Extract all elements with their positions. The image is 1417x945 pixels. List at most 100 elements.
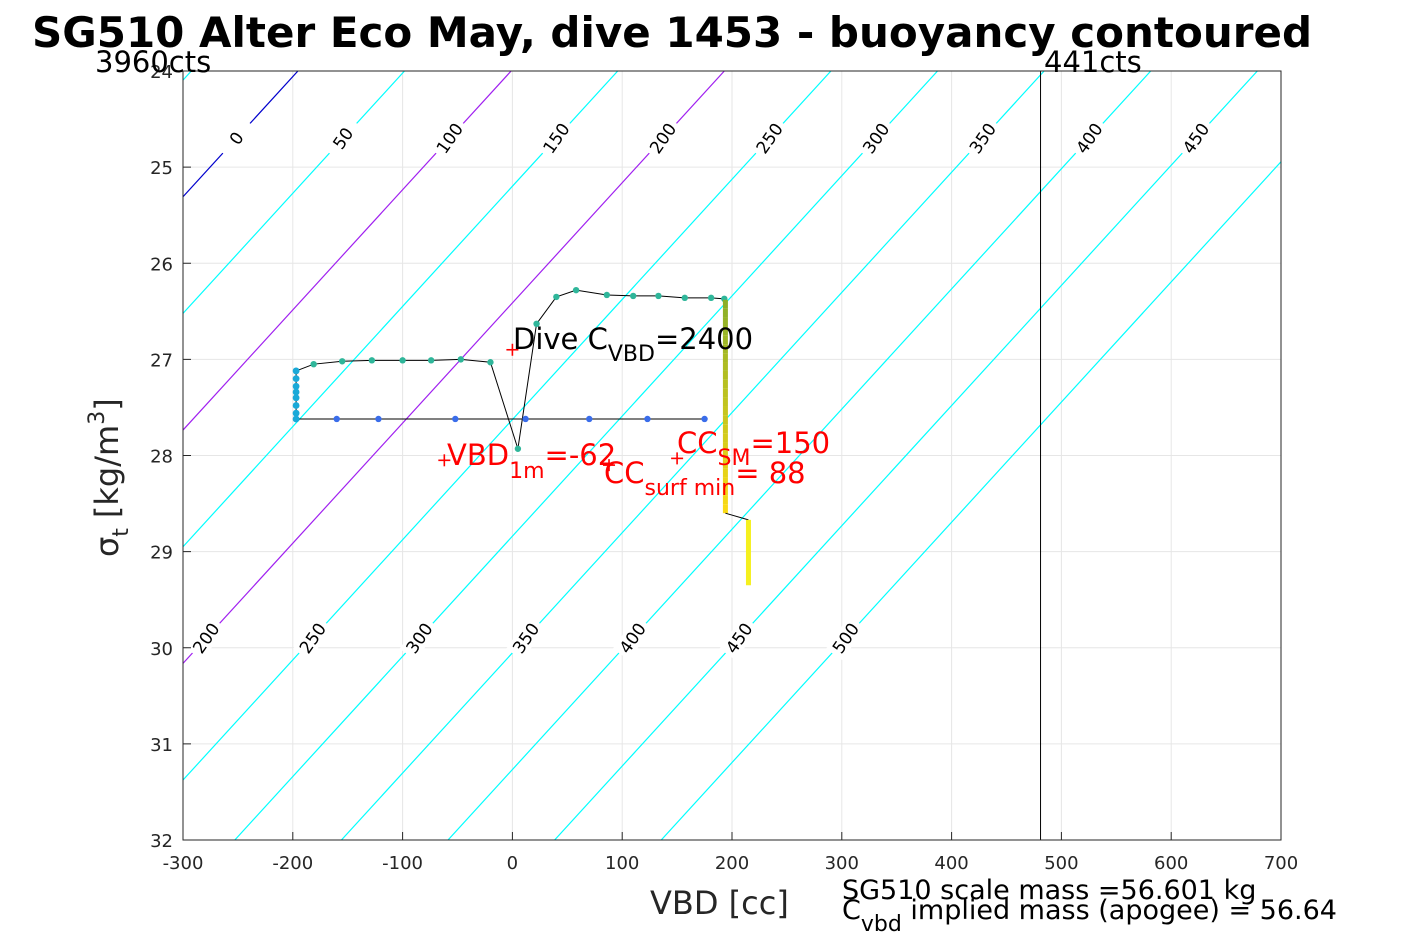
y-axis-label-main: σ — [88, 537, 126, 557]
ascent-point — [339, 358, 346, 365]
cluster-point — [292, 375, 300, 382]
x-tick-label: -300 — [163, 853, 204, 874]
trace-kink — [725, 512, 749, 521]
ascent-point — [655, 292, 662, 300]
contour-label-upper-bg — [1176, 116, 1216, 161]
implied-mass-post: implied mass (apogee) = 56.64 — [902, 895, 1337, 926]
contour-label-lower-bg — [399, 616, 439, 661]
ascent-point — [368, 357, 376, 364]
cc-surf-min-sub: surf min — [645, 476, 736, 501]
x-tick-label: 700 — [1264, 853, 1298, 874]
trace-path — [295, 289, 725, 449]
dive-cvbd-annotation: Dive CVBD=2400 — [513, 322, 753, 367]
ascent-point — [629, 292, 637, 300]
contour-label-upper-bg — [536, 116, 576, 161]
dive-cvbd-post: =2400 — [655, 322, 753, 356]
contour-line — [183, 71, 512, 431]
cc-surf-min-annotation: CCsurf min= 88 — [604, 456, 806, 501]
contour-label-lower-bg — [186, 616, 226, 661]
cc-surf-min-post: = 88 — [735, 456, 805, 490]
contour-label-lower-bg — [612, 616, 653, 661]
x-tick-label: 600 — [1154, 853, 1188, 874]
contour-line — [183, 71, 405, 315]
contour-line — [183, 71, 619, 548]
contour-label-upper-bg — [216, 116, 257, 161]
annotation-markers — [438, 343, 684, 472]
chart-title: SG510 Alter Eco May, dive 1453 - buoyanc… — [32, 8, 1312, 57]
y-tick-label: 31 — [150, 735, 173, 756]
y-axis-label-unit-post: ] — [88, 398, 126, 410]
vbd-1m-sub: 1m — [509, 459, 544, 484]
implied-mass-pre: C — [842, 895, 861, 926]
cc-sm-sub: SM — [718, 446, 751, 471]
contour-label-upper-bg — [1069, 116, 1109, 161]
cluster-point — [292, 409, 300, 417]
dive-trace — [292, 286, 751, 586]
contour-line — [183, 71, 725, 665]
contour-line — [554, 71, 1258, 840]
descent-point — [701, 415, 708, 423]
y-axis-label-sup: 3 — [85, 411, 110, 425]
contour-line — [183, 71, 832, 781]
y-tick-label: 32 — [150, 831, 173, 852]
y-tick-label: 28 — [150, 447, 173, 468]
y-tick-label: 27 — [150, 350, 173, 371]
cluster-point — [292, 388, 300, 396]
contour-label-upper-bg — [962, 116, 1003, 161]
vbd-1m-pre: VBD — [447, 438, 509, 472]
ascent-point — [603, 291, 611, 299]
x-tick-label: 400 — [934, 853, 968, 874]
cluster-point — [292, 367, 300, 375]
descent-point — [522, 415, 529, 423]
y-tick-label: 25 — [150, 158, 173, 179]
contour-line — [234, 71, 938, 840]
contour-line — [447, 71, 1152, 840]
implied-mass-sub: vbd — [861, 912, 902, 937]
y-tick-label: 29 — [150, 543, 173, 564]
ascent-point — [514, 445, 522, 452]
y-axis-label-unit-pre: [kg/m — [88, 425, 126, 518]
corner-label-right: 441cts — [1044, 45, 1142, 79]
ascent-point — [310, 360, 317, 368]
x-axis-label: VBD [cc] — [650, 884, 789, 922]
y-tick-label: 30 — [150, 639, 173, 660]
ascent-point — [553, 293, 560, 301]
x-tick-label: 300 — [825, 853, 859, 874]
contour-label-upper-bg — [749, 116, 790, 161]
cluster-point — [292, 394, 300, 402]
ascent-point — [487, 359, 494, 366]
cc-sm-post: =150 — [750, 426, 830, 460]
cluster-point — [292, 382, 300, 390]
contour-label-upper-bg — [429, 116, 470, 161]
descent-point — [644, 415, 651, 423]
x-tick-label: 0 — [507, 853, 518, 874]
contour-label-lower-bg — [719, 616, 759, 661]
contour-label-upper-bg — [323, 116, 363, 161]
contour-label-upper-bg — [643, 116, 683, 161]
contour-label-lower-bg — [293, 616, 333, 661]
vbd-1m-annotation: VBD1m=-62 — [447, 438, 616, 484]
corner-label-left: 3960cts — [95, 45, 211, 79]
x-tick-label: 500 — [1044, 853, 1078, 874]
x-tick-label: -100 — [382, 853, 423, 874]
x-tick-label: 200 — [715, 853, 749, 874]
ascent-point — [572, 286, 580, 294]
vbd-1m-post: =-62 — [545, 438, 617, 472]
descent-point — [452, 415, 459, 423]
descent-point — [586, 415, 593, 423]
cc-sm-pre: CC — [677, 426, 718, 460]
dive-cvbd-sub: VBD — [608, 342, 655, 367]
descent-point — [333, 415, 340, 423]
contour-line — [340, 71, 1045, 840]
x-tick-label: -200 — [272, 853, 313, 874]
ascent-point — [681, 294, 688, 302]
contour-label-lower-bg — [506, 616, 546, 661]
cc-sm-annotation: CCSM=150 — [677, 426, 830, 471]
buoyancy-contours — [183, 71, 1281, 840]
dive-cvbd-pre: Dive C — [513, 322, 608, 356]
y-axis-ticks: 24 25 26 27 28 29 30 31 32 — [150, 62, 191, 852]
y-tick-label: 24 — [150, 62, 173, 83]
ascent-point — [707, 294, 715, 302]
scale-mass-text: SG510 scale mass =56.601 kg — [842, 875, 1256, 906]
